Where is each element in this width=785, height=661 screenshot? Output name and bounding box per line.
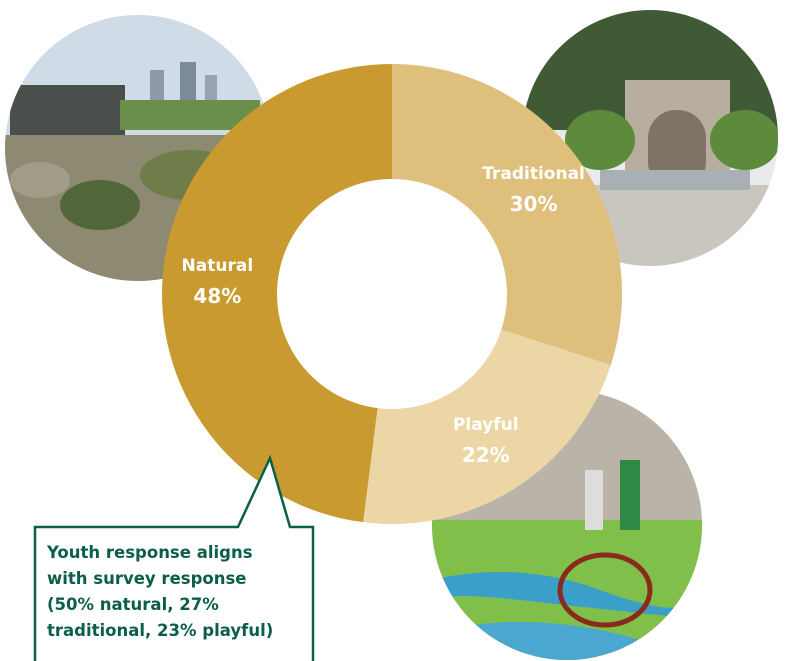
callout-box [33,454,315,661]
annotation: Youth response aligns with survey respons… [46,543,273,640]
annotation-line: with survey response [47,569,246,588]
segment-label: Natural [182,256,254,276]
annotation-line: (50% natural, 27% [47,595,219,614]
annotation-line: traditional, 23% playful) [47,621,273,640]
donut: Traditional 30% Playful 22% Natural 48% [161,64,622,524]
annotation-line: Youth response aligns [46,543,253,562]
segment-label: Playful [453,415,519,435]
donut-segment [392,64,622,366]
segment-value: 30% [510,192,558,216]
segment-value: 22% [462,443,510,467]
segment-label: Traditional [482,164,585,184]
segment-value: 48% [193,284,241,308]
donut-segment [363,329,611,524]
donut-segment [161,64,392,523]
